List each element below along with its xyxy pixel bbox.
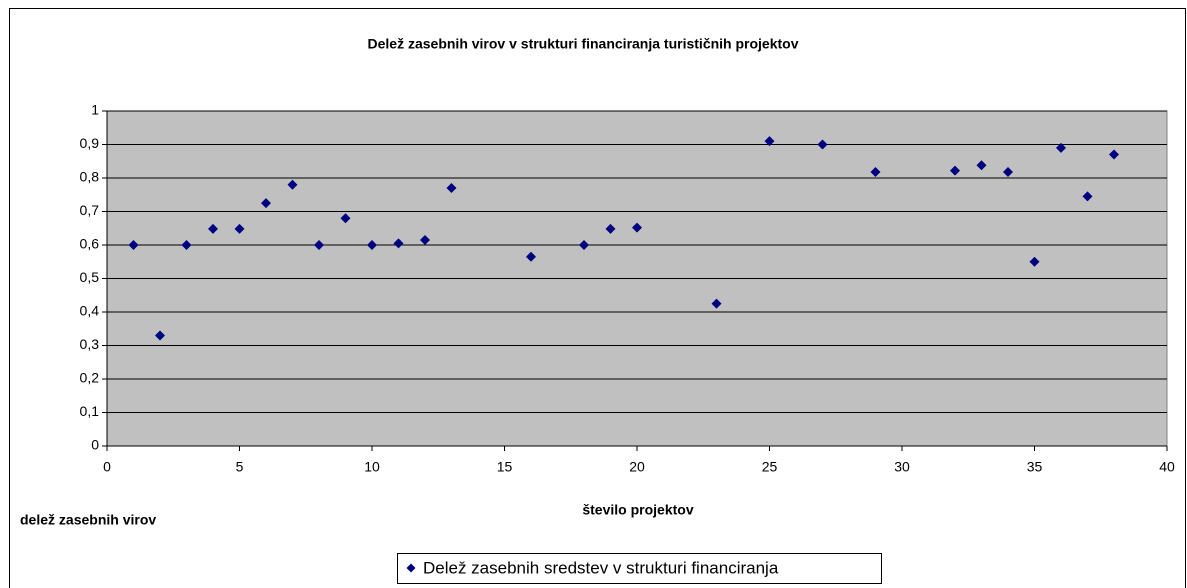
y-tick-label: 0,1 <box>80 403 100 419</box>
data-point <box>314 240 324 250</box>
y-tick-label: 0,3 <box>80 336 100 352</box>
data-point <box>1056 142 1066 153</box>
x-tick-label: 20 <box>629 459 645 475</box>
data-point <box>817 139 828 150</box>
data-point <box>155 330 165 341</box>
x-tick-label: 10 <box>364 459 380 475</box>
data-point <box>1003 166 1013 177</box>
data-point <box>128 240 139 250</box>
data-point <box>711 298 722 309</box>
y-tick-label: 0,6 <box>80 236 100 252</box>
data-point <box>420 234 430 245</box>
x-tick-label: 35 <box>1027 459 1043 475</box>
data-point <box>1082 191 1093 202</box>
data-point <box>632 222 642 233</box>
x-tick-label: 25 <box>762 459 778 475</box>
x-axis-label: število projektov <box>582 502 693 518</box>
y-tick-label: 0,2 <box>80 370 100 386</box>
data-point <box>526 251 536 262</box>
data-point <box>261 198 271 209</box>
data-point <box>181 240 192 250</box>
y-tick-label: 0,4 <box>80 303 100 319</box>
y-tick-label: 0,8 <box>80 169 100 185</box>
x-tick-label: 15 <box>497 459 513 475</box>
data-point <box>1109 149 1119 160</box>
data-point <box>579 240 589 250</box>
chart-title: Delež zasebnih virov v strukturi financi… <box>368 36 799 52</box>
legend-label: Delež zasebnih sredstev v strukturi fina… <box>423 558 779 577</box>
x-tick-label: 5 <box>236 459 244 475</box>
legend-marker <box>406 563 416 573</box>
data-point <box>950 165 960 176</box>
data-point <box>1029 256 1040 267</box>
y-tick-label: 0 <box>91 437 99 453</box>
data-point <box>234 223 245 234</box>
x-tick-label: 0 <box>103 459 111 475</box>
data-point <box>870 166 881 177</box>
data-point <box>340 213 351 224</box>
y-tick-label: 1 <box>91 102 99 118</box>
y-tick-label: 0,9 <box>80 135 100 151</box>
data-point <box>367 240 377 250</box>
data-point <box>976 160 987 171</box>
data-point <box>605 223 616 234</box>
data-point <box>446 183 457 194</box>
x-tick-label: 30 <box>894 459 910 475</box>
y-axis-label: delež zasebnih virov <box>20 512 156 528</box>
legend-box <box>397 553 882 584</box>
data-point <box>287 179 298 190</box>
y-tick-label: 0,7 <box>80 202 100 218</box>
data-point <box>393 238 404 249</box>
data-point <box>208 223 218 234</box>
data-point <box>764 136 775 147</box>
x-tick-label: 40 <box>1159 459 1175 475</box>
y-tick-label: 0,5 <box>80 269 100 285</box>
